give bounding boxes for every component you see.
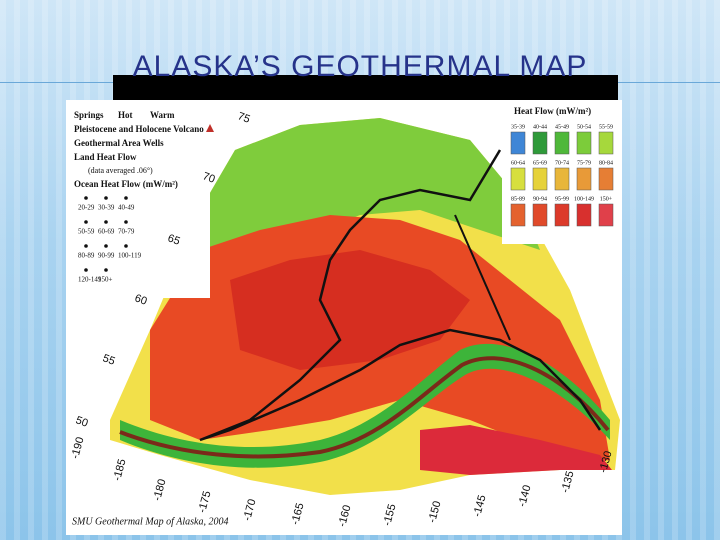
ocean-range: 30-39 (98, 204, 115, 212)
legend: Springs Hot Warm Pleistocene and Holocen… (74, 110, 214, 189)
legend-ocean-heat-flow: Ocean Heat Flow (mW/m²) (74, 179, 178, 189)
longitude-label: -155 (381, 503, 398, 527)
ocean-symbol (124, 220, 128, 224)
ocean-range: 20-29 (78, 204, 95, 212)
heat-flow-swatch (598, 203, 614, 227)
heat-flow-swatch (576, 203, 592, 227)
latitude-label: 75 (236, 110, 252, 125)
heat-flow-gulf (420, 425, 612, 475)
ocean-range: 90-99 (98, 252, 115, 260)
heat-flow-label: 50-54 (577, 124, 591, 130)
border (454, 214, 511, 341)
heat-flow-north (190, 118, 540, 300)
coastline (199, 149, 602, 442)
heat-flow-label: 55-59 (599, 124, 613, 130)
heat-flow-swatch (576, 167, 592, 191)
ocean-symbol (124, 196, 128, 200)
heat-flow-label: 35-39 (511, 124, 525, 130)
ocean-symbol (104, 196, 108, 200)
slide-title: ALASKA’S GEOTHERMAL MAP (132, 50, 588, 83)
volcano-symbol (206, 124, 214, 132)
longitude-label: -135 (559, 470, 576, 494)
longitude-label: -150 (426, 500, 443, 524)
heat-flow-legend-title: Heat Flow (mW/m²) (514, 106, 591, 116)
legend-volcano: Pleistocene and Holocene Volcano (74, 124, 204, 134)
longitude-label: -170 (241, 498, 258, 522)
heat-flow-label: 90-94 (533, 196, 547, 202)
longitude-label: -140 (516, 484, 533, 508)
legend-box (70, 108, 210, 298)
trench-line (119, 356, 610, 459)
heat-flow-label: 65-69 (533, 160, 547, 166)
heat-flow-label: 75-79 (577, 160, 591, 166)
longitude-label: -130 (597, 450, 614, 474)
ocean-symbol (84, 220, 88, 224)
legend-land-note: (data averaged .06°) (88, 166, 153, 175)
heat-flow-label: 45-49 (555, 124, 569, 130)
heat-flow-label: 95-99 (555, 196, 569, 202)
heat-flow-label: 85-89 (511, 196, 525, 202)
latitude-label: 50 (74, 414, 90, 429)
longitude-label: -160 (336, 504, 353, 528)
heat-flow-label: 40-44 (533, 124, 547, 130)
credit: SMU Geothermal Map of Alaska, 2004 (72, 516, 228, 527)
ocean-symbol (124, 244, 128, 248)
heat-flow-swatch (510, 131, 526, 155)
legend-wells: Geothermal Area Wells (74, 138, 164, 148)
latitude-label: 55 (101, 352, 117, 367)
legend-warm: Warm (150, 110, 175, 120)
heat-flow-swatch (510, 167, 526, 191)
ocean-symbol (84, 268, 88, 272)
longitude-label: -185 (111, 458, 128, 482)
legend-springs: Springs (74, 110, 104, 120)
ocean-range: 100-119 (118, 252, 142, 260)
title-bar (113, 75, 618, 101)
trench-band (120, 343, 610, 468)
heat-flow-swatch (554, 167, 570, 191)
legend-land-heat-flow: Land Heat Flow (74, 152, 137, 162)
legend-hot: Hot (118, 110, 133, 120)
longitude-label: -190 (69, 436, 86, 460)
heat-flow-swatch (554, 131, 570, 155)
heat-flow-label: 70-74 (555, 160, 569, 166)
longitude-label: -175 (196, 490, 213, 514)
ocean-symbol (104, 220, 108, 224)
heat-flow-label: 100-149 (574, 196, 594, 202)
longitude-label: -180 (151, 478, 168, 502)
heat-flow-label: 60-64 (511, 160, 525, 166)
latitude-label: 60 (133, 292, 149, 307)
heat-flow-swatch (598, 131, 614, 155)
ocean-symbol (104, 268, 108, 272)
ocean-range: 60-69 (98, 228, 115, 236)
heat-flow-swatch (576, 131, 592, 155)
heat-flow-swatch (532, 203, 548, 227)
heat-flow-hot (230, 250, 470, 370)
ocean-range: 50-59 (78, 228, 95, 236)
ocean-range: 40-49 (118, 204, 135, 212)
ocean-range: 120-149 (78, 276, 102, 284)
ocean-range: 80-89 (78, 252, 95, 260)
heat-flow-label: 80-84 (599, 160, 613, 166)
longitude-label: -145 (471, 494, 488, 518)
heat-flow-label: 150+ (600, 196, 613, 202)
heat-flow-swatch (598, 167, 614, 191)
heat-flow-swatch (532, 131, 548, 155)
ocean-range: 70-79 (118, 228, 135, 236)
ocean-range: 150+ (98, 276, 113, 284)
ocean-symbol (104, 244, 108, 248)
latitude-label: 65 (166, 232, 182, 247)
longitude-label: -165 (289, 502, 306, 526)
heat-flow-swatch (532, 167, 548, 191)
ocean-symbol (84, 196, 88, 200)
heat-flow-swatch (510, 203, 526, 227)
latitude-label: 70 (201, 170, 217, 185)
ocean-symbol (84, 244, 88, 248)
heat-flow-swatch (554, 203, 570, 227)
